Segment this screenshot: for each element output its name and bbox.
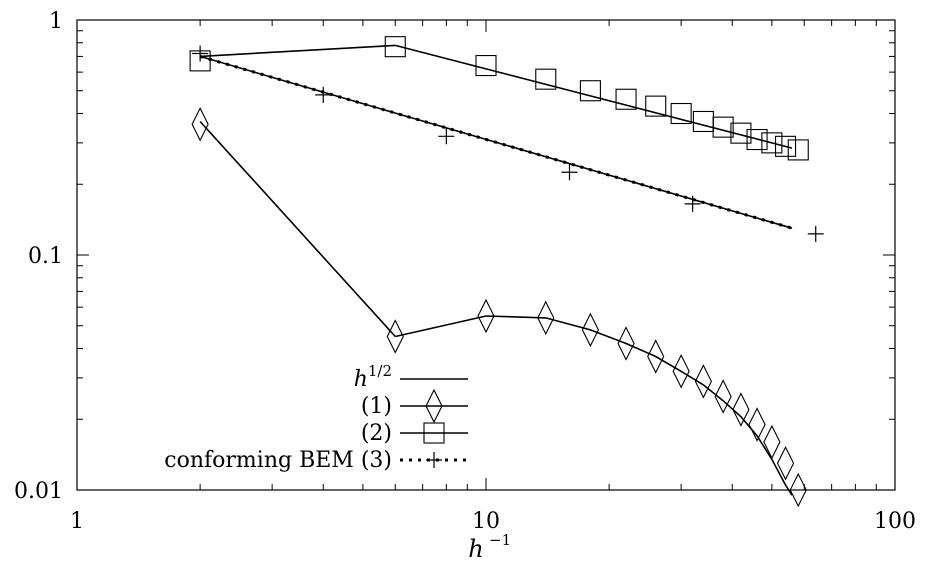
series-1-point: [748, 407, 766, 442]
series-1-point: [776, 445, 795, 481]
series-2-point: [787, 139, 809, 161]
series-1-point: [191, 107, 209, 142]
series-1-point: [763, 424, 781, 460]
series-3-point: [807, 225, 824, 242]
legend-marker: [423, 422, 445, 444]
series-2-point: [761, 132, 783, 154]
series-3-point: [438, 128, 455, 145]
legend-label: (1): [361, 394, 392, 419]
legend-marker: [426, 452, 442, 468]
legend-label-exponent: 1/2: [368, 362, 392, 380]
series-2-point: [475, 54, 497, 77]
h-half-reference-line: [200, 44, 396, 58]
series-1-point: [714, 379, 732, 414]
y-tick-label: 1: [49, 9, 63, 34]
legend: h1/2(1)(2)conforming BEM (3): [164, 362, 468, 473]
x-axis-title-base: h: [468, 535, 483, 563]
series-2-point: [692, 110, 714, 133]
x-tick-label: 10: [472, 509, 500, 534]
series-2-point: [535, 68, 557, 90]
data-curves: [199, 44, 793, 496]
series-2-point: [615, 88, 637, 110]
series-1-point: [477, 298, 495, 334]
tick-labels: 1 10 100 0.01 0.1 1: [14, 9, 916, 534]
legend-label-base: h: [354, 367, 368, 392]
axis-ticks: [76, 20, 895, 491]
series-2-point: [774, 135, 797, 157]
series-1-point: [581, 312, 600, 348]
series-1-point: [789, 472, 807, 508]
plot-frame: [76, 19, 896, 491]
series-3-point: [315, 86, 332, 103]
series-2-point: [670, 102, 692, 125]
series-1-point: [694, 364, 712, 399]
series-3-point: [192, 45, 209, 62]
data-markers: [189, 36, 824, 508]
series-1-point: [672, 354, 690, 389]
legend-marker: [425, 388, 443, 424]
series-1-point: [732, 392, 750, 427]
series-1-point: [386, 319, 404, 354]
series-1-point: [617, 326, 635, 361]
series-2-point: [645, 95, 667, 117]
legend-label: conforming BEM (3): [164, 448, 392, 473]
series-1-point: [537, 300, 555, 336]
series-3-point: [684, 195, 701, 212]
legend-label: h1/2: [354, 362, 392, 392]
legend-label: (2): [361, 421, 392, 446]
y-tick-label: 0.1: [28, 244, 63, 269]
x-tick-label: 1: [70, 509, 84, 534]
x-tick-label: 100: [874, 509, 916, 534]
series-2-point: [579, 80, 601, 102]
y-tick-label: 0.01: [14, 479, 63, 504]
series-2-point: [746, 128, 768, 151]
series-2-point: [384, 36, 406, 58]
x-axis-title-exponent: −1: [489, 531, 511, 549]
x-axis-title: h −1: [468, 531, 511, 563]
series-2-point: [730, 122, 752, 144]
series-3-point: [561, 164, 578, 181]
h-half-reference-line: [199, 120, 396, 338]
series-1-point: [647, 339, 665, 374]
conforming-bem-line: [199, 54, 793, 230]
h-half-reference-line: [395, 44, 793, 149]
series-2-point: [712, 116, 734, 138]
